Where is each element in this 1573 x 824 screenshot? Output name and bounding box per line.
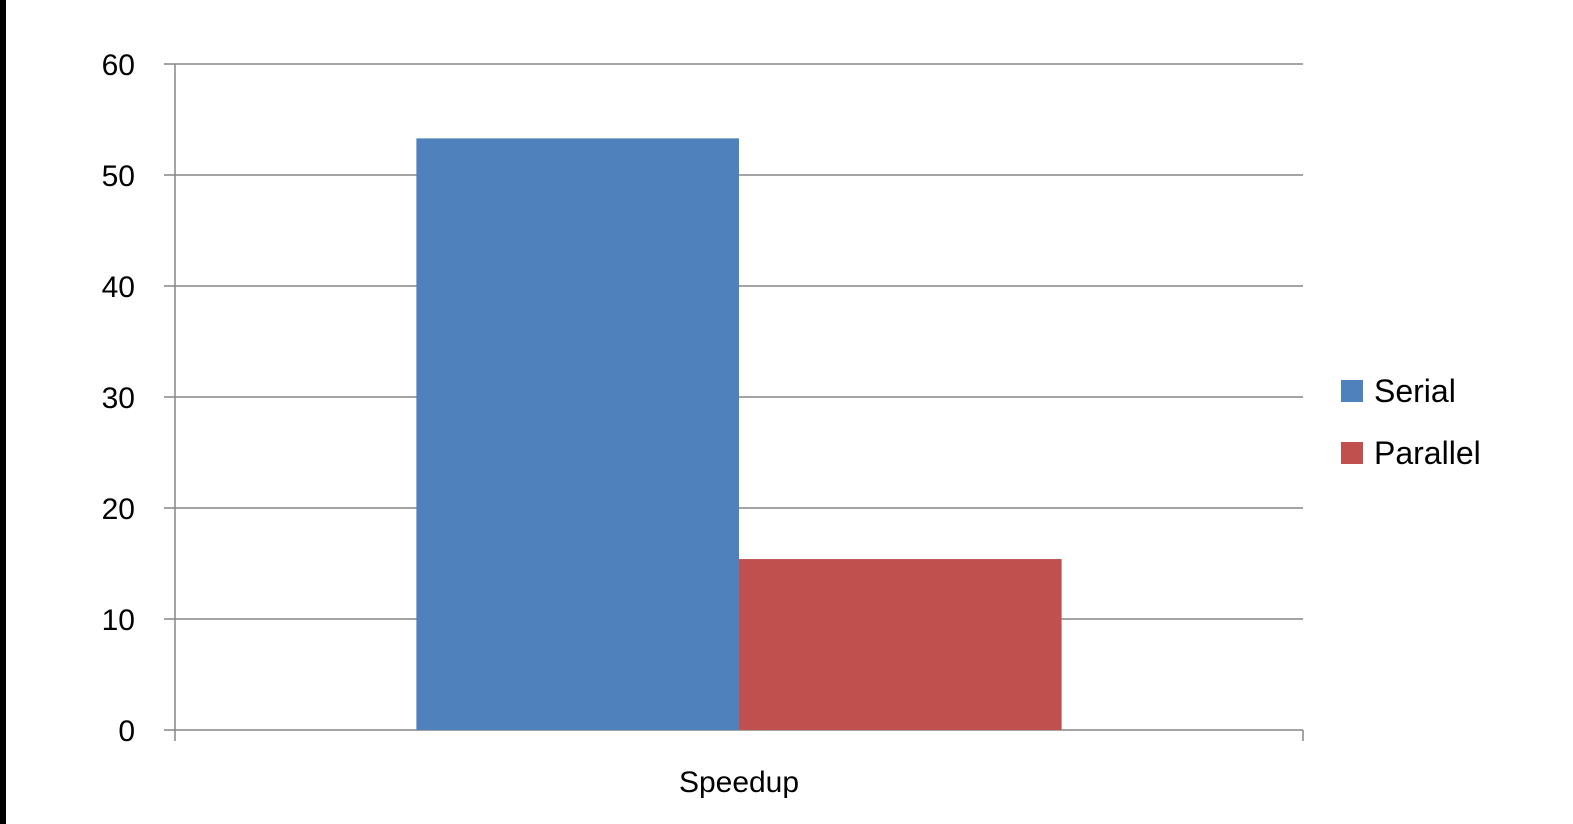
y-tick-label: 0 <box>118 715 135 748</box>
y-tick-label: 20 <box>102 493 135 526</box>
y-tick-label: 10 <box>102 604 135 637</box>
bar-serial <box>416 138 739 730</box>
y-tick-label: 40 <box>102 271 135 304</box>
legend: Serial Parallel <box>1341 373 1481 471</box>
x-tick-label: Speedup <box>679 766 799 799</box>
bar-parallel <box>739 559 1062 730</box>
y-tick-label: 60 <box>102 49 135 82</box>
legend-label-serial: Serial <box>1374 373 1456 409</box>
legend-swatch-serial <box>1341 380 1363 402</box>
y-tick-label: 30 <box>102 382 135 415</box>
legend-label-parallel: Parallel <box>1374 435 1481 471</box>
left-edge-border <box>0 0 6 824</box>
y-tick-labels: 0 10 20 30 40 50 60 <box>102 49 135 748</box>
legend-swatch-parallel <box>1341 442 1363 464</box>
bars <box>416 138 1062 730</box>
y-tick-label: 50 <box>102 160 135 193</box>
x-tick-labels: Speedup <box>679 766 799 799</box>
